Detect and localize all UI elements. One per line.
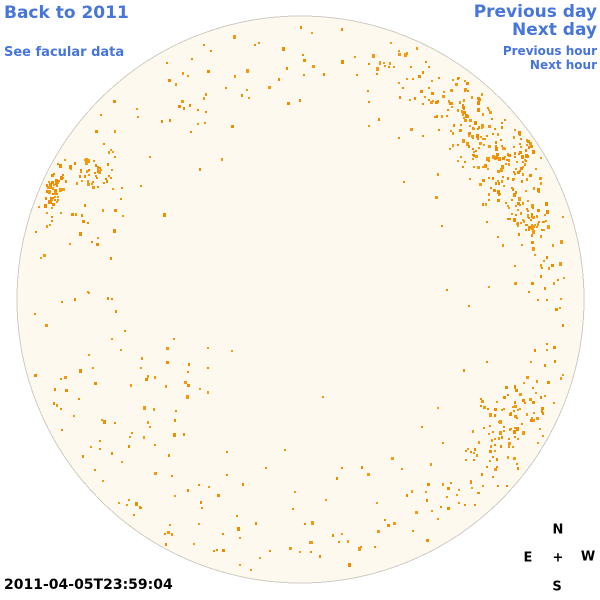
see-facular-data-link[interactable]: See facular data <box>4 45 125 60</box>
compass-north-label: N <box>552 522 564 538</box>
previous-day-link[interactable]: Previous day <box>473 2 597 22</box>
observation-timestamp: 2011-04-05T23:59:04 <box>4 577 173 593</box>
back-to-2011-link[interactable]: Back to 2011 <box>4 3 129 23</box>
solar-disk <box>16 15 585 584</box>
next-hour-link[interactable]: Next hour <box>529 58 597 73</box>
compass-west-label: W <box>580 549 596 565</box>
compass-center-cross: + <box>552 550 564 566</box>
compass-east-label: E <box>523 550 533 566</box>
facula-spots <box>34 26 565 571</box>
next-day-link[interactable]: Next day <box>512 19 597 40</box>
previous-hour-link[interactable]: Previous hour <box>502 44 597 58</box>
day-navigation: Previous day Next day <box>473 2 597 40</box>
hour-navigation: Previous hour Next hour <box>503 44 597 73</box>
compass-south-label: S <box>552 579 562 595</box>
